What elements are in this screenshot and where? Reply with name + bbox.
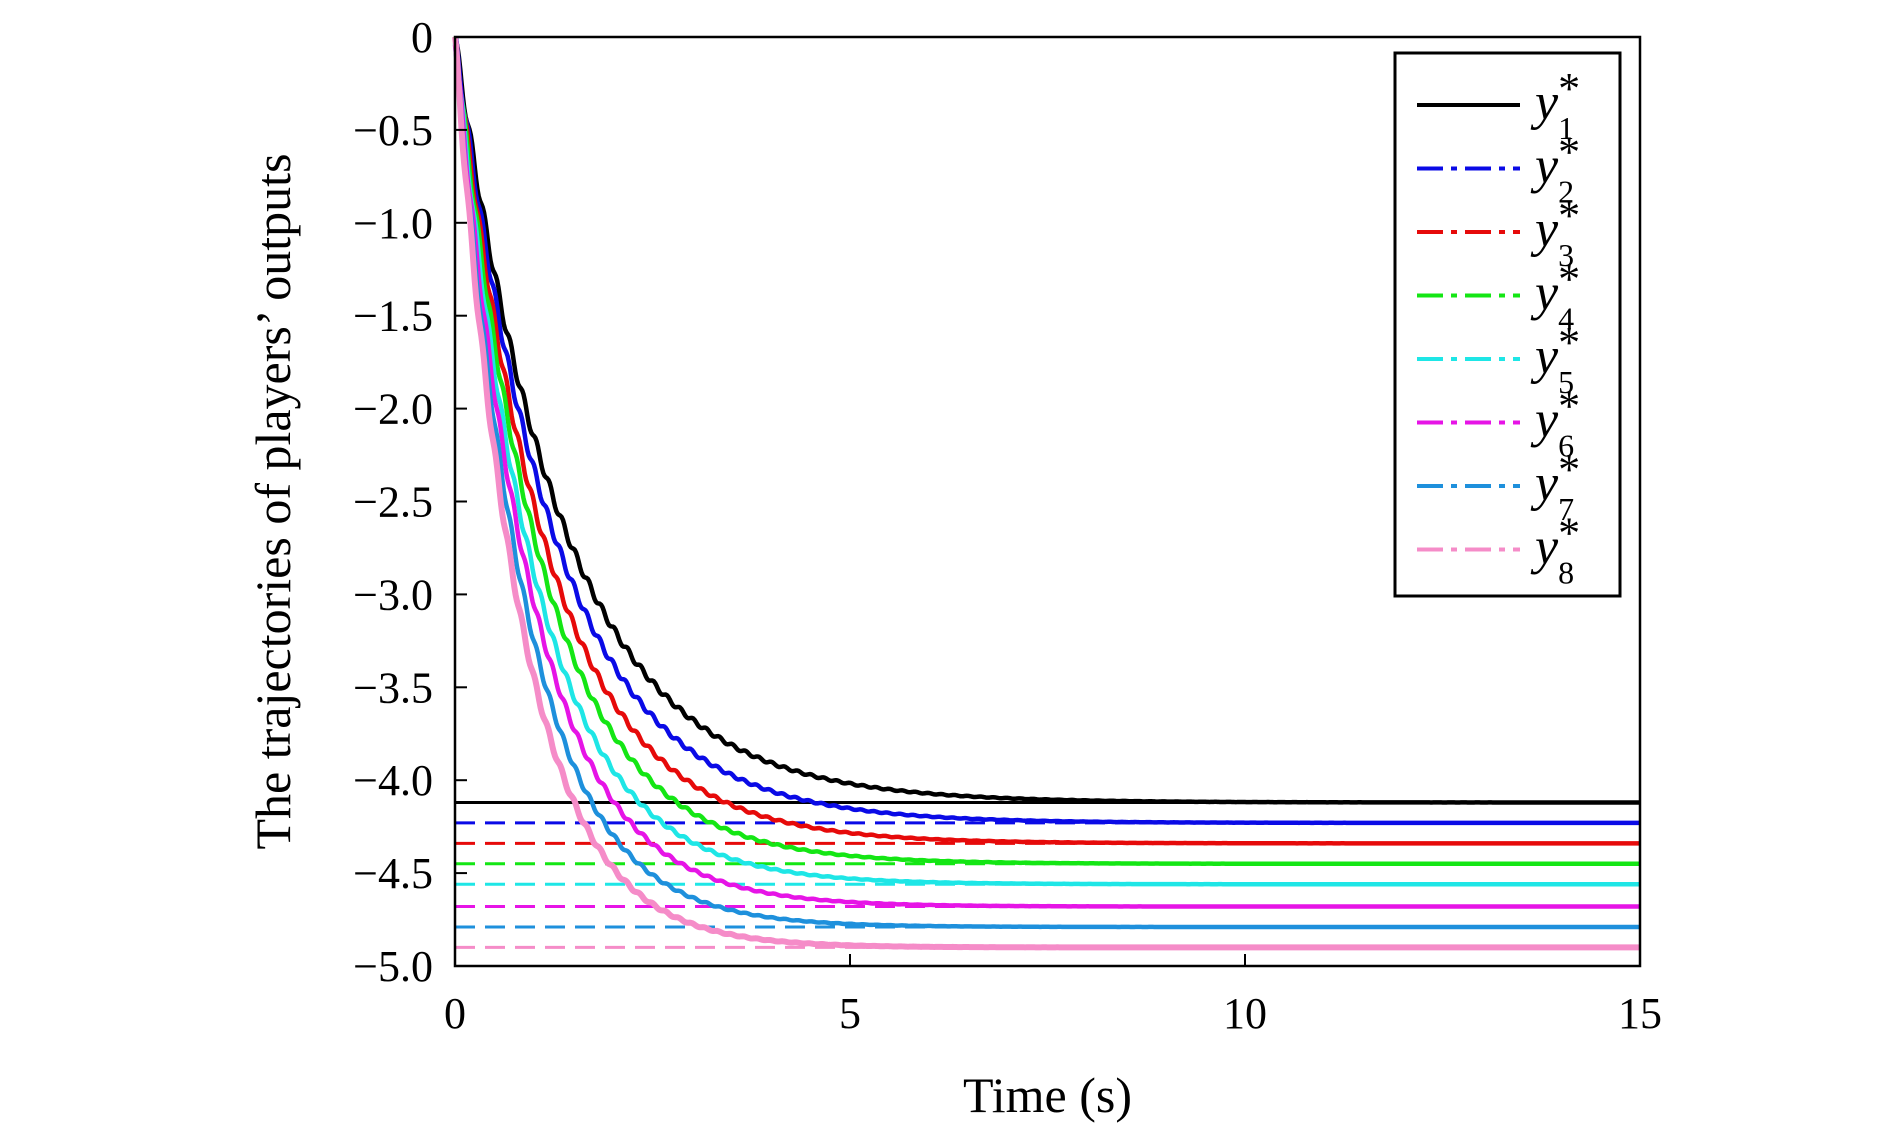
y5-curve [452, 43, 1641, 887]
legend-subscript: 8 [1558, 555, 1574, 591]
x-axis-label: Time (s) [963, 1067, 1132, 1123]
legend-subscript: 6 [1558, 428, 1574, 464]
legend: y* 1y* 2y* 3y* 4y* 5y* 6y* 7y* 8 [1393, 51, 1622, 598]
y-tick-label: −3.0 [353, 570, 433, 619]
legend-subscript: 5 [1558, 364, 1574, 400]
y7-curve [452, 39, 1641, 930]
legend-entry: y* 3 [1530, 191, 1580, 273]
y8-curve [452, 36, 1642, 951]
legend-star: * [1558, 509, 1580, 558]
legend-symbol: y [1530, 519, 1559, 576]
legend-symbol: y [1530, 74, 1559, 131]
x-tick-label: 10 [1223, 989, 1267, 1038]
legend-symbol: y [1530, 201, 1559, 258]
legend-symbol: y [1530, 392, 1559, 449]
plot-lines [452, 35, 1642, 951]
x-tick-label: 5 [839, 989, 861, 1038]
legend-symbol: y [1530, 265, 1559, 322]
y4-curve [452, 36, 1641, 867]
legend-box [1393, 51, 1622, 598]
y-tick-label: −4.5 [353, 849, 433, 898]
legend-symbol: y [1530, 455, 1559, 512]
legend-star: * [1558, 318, 1580, 367]
axis-ticks: 0 5 10 150−0.5−1.0−1.5−2.0−2.5−3.0−3.5−4.0−… [353, 13, 1662, 1038]
legend-entry: y* 2 [1530, 128, 1580, 210]
y2-curve [453, 35, 1641, 826]
legend-entry: y* 1 [1530, 64, 1580, 146]
legend-entry: y* 8 [1530, 509, 1580, 591]
x-tick-label: 15 [1618, 989, 1662, 1038]
y1-curve [452, 36, 1641, 805]
y-tick-label: −2.5 [353, 478, 433, 527]
legend-subscript: 7 [1558, 491, 1574, 527]
y6-curve [452, 44, 1641, 909]
legend-star: * [1558, 128, 1580, 177]
legend-entry: y* 5 [1530, 318, 1580, 400]
legend-star: * [1558, 382, 1580, 431]
legend-symbol: y [1530, 328, 1559, 385]
legend-subscript: 3 [1558, 237, 1574, 273]
y-tick-label: −1.5 [353, 292, 433, 341]
legend-entry: y* 7 [1530, 445, 1580, 527]
y-axis-label: The trajectories of players’ outputs [245, 153, 301, 849]
legend-star: * [1558, 191, 1580, 240]
y-tick-label: −5.0 [353, 942, 433, 991]
y-tick-label: −1.0 [353, 199, 433, 248]
x-tick-label: 0 [444, 989, 466, 1038]
legend-subscript: 1 [1558, 110, 1574, 146]
y-tick-label: −2.0 [353, 385, 433, 434]
legend-symbol: y [1530, 138, 1559, 195]
legend-star: * [1558, 64, 1580, 113]
y-tick-label: −0.5 [353, 106, 433, 155]
y3-curve [452, 36, 1641, 846]
y-tick-label: −3.5 [353, 663, 433, 712]
legend-subscript: 4 [1558, 301, 1574, 337]
legend-star: * [1558, 255, 1580, 304]
legend-entry: y* 4 [1530, 255, 1580, 337]
y-tick-label: −4.0 [353, 756, 433, 805]
y-tick-label: 0 [411, 13, 433, 62]
legend-star: * [1558, 445, 1580, 494]
legend-entry: y* 6 [1530, 382, 1580, 464]
legend-subscript: 2 [1558, 174, 1574, 210]
